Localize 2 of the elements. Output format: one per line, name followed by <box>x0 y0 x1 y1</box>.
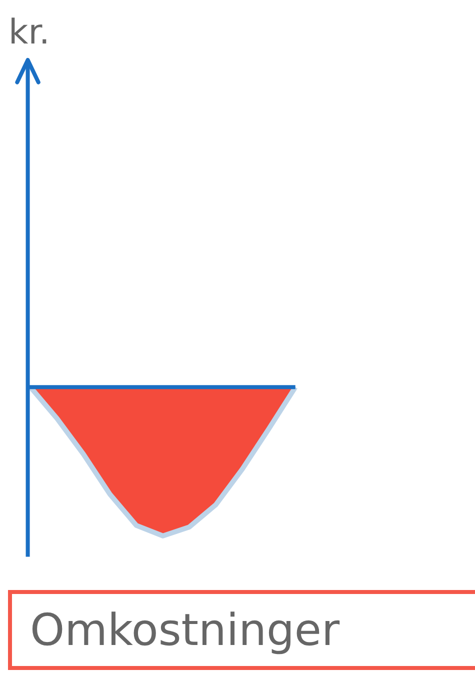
text: kr. <box>8 12 50 52</box>
text: Omkostninger <box>30 604 340 658</box>
